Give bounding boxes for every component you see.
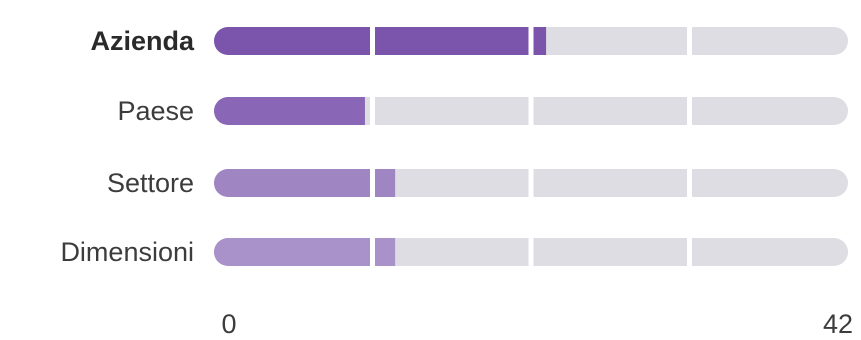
segment-divider	[370, 26, 375, 56]
segment-divider	[528, 26, 534, 56]
category-label-azienda: Azienda	[90, 26, 195, 56]
segment-divider	[370, 96, 375, 126]
segment-divider	[370, 237, 375, 267]
category-label-dimensioni: Dimensioni	[60, 237, 194, 267]
bar-paese	[214, 97, 365, 125]
bar-dimensioni	[214, 238, 396, 266]
x-tick-max: 42	[823, 309, 853, 339]
segment-divider	[687, 237, 692, 267]
segment-divider	[687, 96, 692, 126]
segment-divider	[687, 168, 692, 198]
segment-divider	[528, 96, 534, 126]
bar-azienda	[214, 27, 547, 55]
segment-divider	[370, 168, 375, 198]
category-label-paese: Paese	[117, 96, 194, 126]
segment-divider	[528, 168, 534, 198]
bar-settore	[214, 169, 396, 197]
segment-divider	[687, 26, 692, 56]
x-tick-min: 0	[221, 309, 236, 339]
segment-divider	[528, 237, 534, 267]
category-label-settore: Settore	[107, 168, 194, 198]
